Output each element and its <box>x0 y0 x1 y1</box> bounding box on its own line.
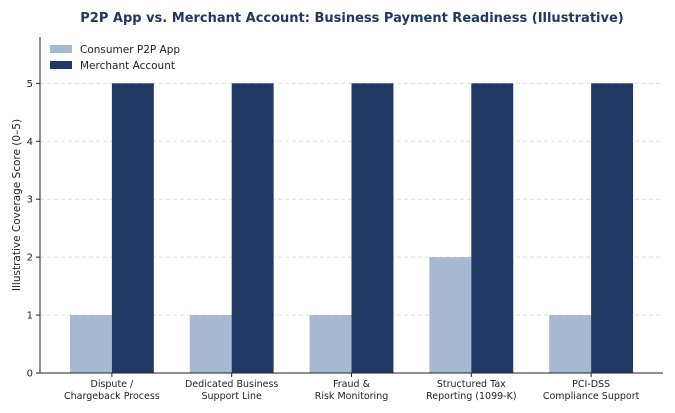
chart-title: P2P App vs. Merchant Account: Business P… <box>80 11 623 26</box>
bar <box>309 315 352 373</box>
x-tick-label: Dispute / Chargeback Process <box>64 379 160 402</box>
bar <box>111 83 154 374</box>
bar <box>231 83 274 374</box>
legend-label: Merchant Account <box>80 60 175 72</box>
legend-label: Consumer P2P App <box>80 44 180 56</box>
y-tick-label: 1 <box>27 311 33 322</box>
bar <box>549 315 592 373</box>
legend-swatch <box>50 45 72 53</box>
y-tick-label: 0 <box>27 369 33 380</box>
bar <box>351 83 394 374</box>
y-tick-label: 2 <box>27 253 33 264</box>
x-tick-label: PCI-DSS Compliance Support <box>543 379 640 402</box>
x-tick-label: Structured Tax Reporting (1099-K) <box>426 379 516 402</box>
y-axis-label: Illustrative Coverage Score (0–5) <box>11 119 23 291</box>
bar <box>189 315 232 373</box>
bar <box>591 83 634 374</box>
bar <box>471 83 514 374</box>
bar <box>429 257 472 373</box>
x-tick-label: Dedicated Business Support Line <box>185 379 278 402</box>
y-tick-label: 5 <box>27 79 33 90</box>
x-tick-label: Fraud & Risk Monitoring <box>315 379 389 402</box>
y-tick-label: 4 <box>27 137 33 148</box>
legend-swatch <box>50 61 72 69</box>
bar <box>69 315 112 373</box>
y-tick-label: 3 <box>27 195 33 206</box>
